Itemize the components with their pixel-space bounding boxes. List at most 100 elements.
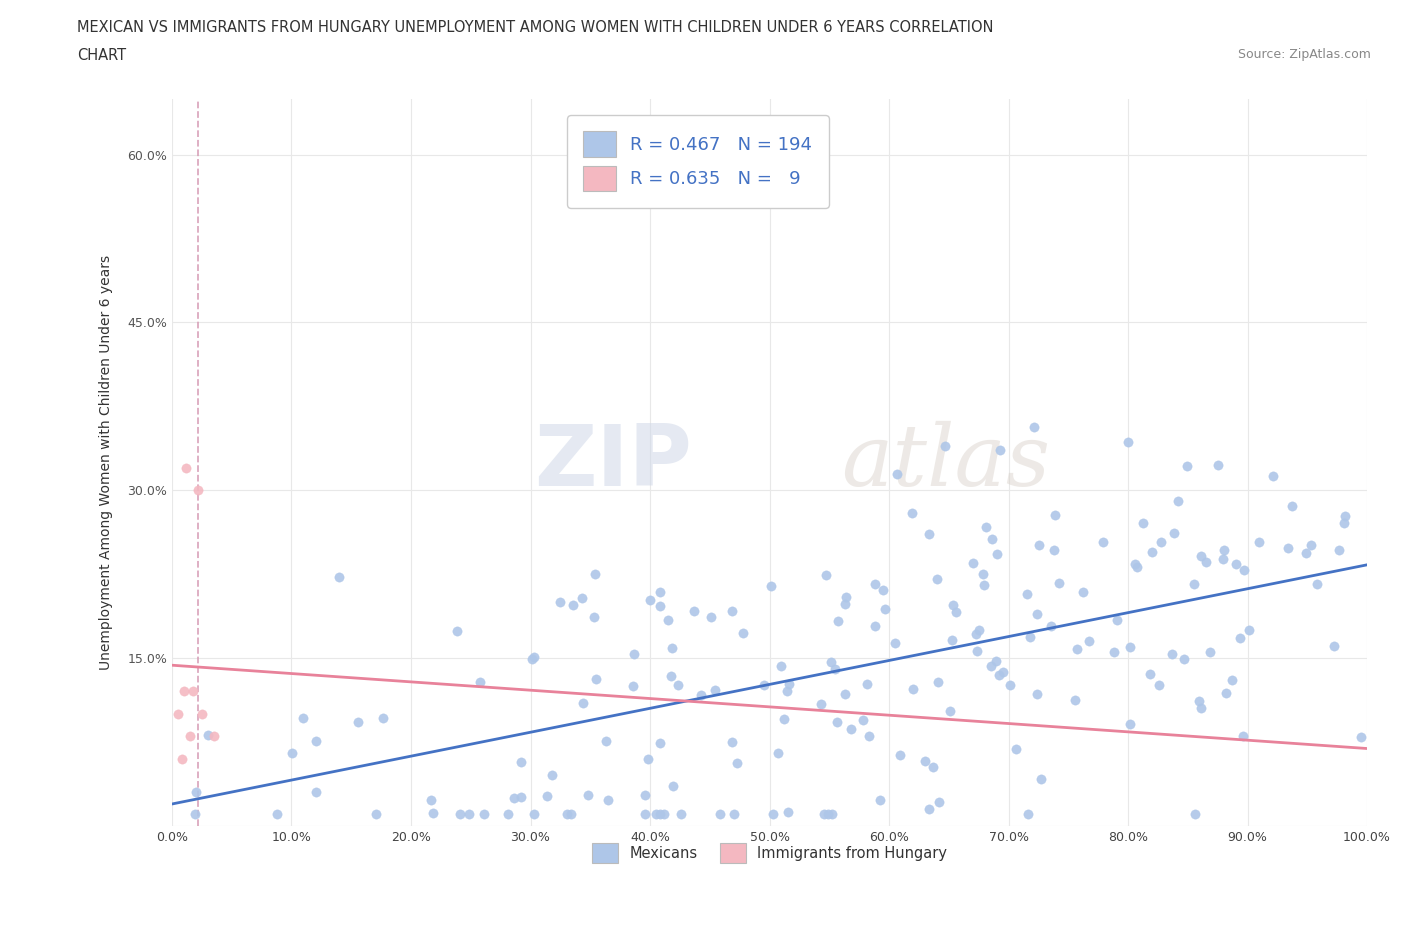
Point bbox=[522, 651, 544, 666]
Point bbox=[305, 733, 328, 748]
Point bbox=[1126, 560, 1149, 575]
Point bbox=[176, 460, 198, 475]
Point bbox=[1182, 577, 1205, 591]
Point bbox=[458, 807, 481, 822]
Point bbox=[1199, 644, 1222, 659]
Point bbox=[657, 613, 679, 628]
Point bbox=[472, 807, 495, 822]
Point bbox=[1092, 535, 1115, 550]
Point bbox=[1047, 576, 1070, 591]
Point bbox=[762, 807, 785, 822]
Point bbox=[167, 707, 190, 722]
Point bbox=[328, 570, 350, 585]
Point bbox=[973, 578, 995, 592]
Point bbox=[659, 668, 682, 683]
Point bbox=[170, 751, 193, 766]
Point bbox=[648, 599, 671, 614]
Point bbox=[1281, 498, 1303, 513]
Point bbox=[179, 729, 201, 744]
Point bbox=[1018, 630, 1040, 644]
Point bbox=[184, 784, 207, 799]
Point bbox=[1105, 612, 1128, 627]
Point bbox=[634, 807, 657, 822]
Point bbox=[863, 577, 886, 591]
Point bbox=[998, 678, 1021, 693]
Text: atlas: atlas bbox=[841, 421, 1050, 503]
Point bbox=[555, 807, 578, 822]
Point bbox=[1225, 557, 1247, 572]
Point bbox=[1064, 693, 1087, 708]
Point bbox=[810, 697, 832, 711]
Point bbox=[671, 807, 693, 822]
Text: ZIP: ZIP bbox=[534, 420, 692, 504]
Point bbox=[938, 703, 960, 718]
Point bbox=[449, 807, 471, 822]
Point bbox=[536, 789, 558, 804]
Point bbox=[202, 729, 225, 744]
Point bbox=[510, 790, 533, 804]
Point bbox=[1039, 618, 1062, 633]
Point bbox=[634, 788, 657, 803]
Text: CHART: CHART bbox=[77, 48, 127, 63]
Point bbox=[776, 684, 799, 698]
Point bbox=[1017, 807, 1039, 822]
Point bbox=[621, 678, 644, 693]
Point bbox=[770, 659, 793, 674]
Point bbox=[820, 807, 842, 822]
Point bbox=[1173, 651, 1195, 666]
Y-axis label: Unemployment Among Women with Children Under 6 years: Unemployment Among Women with Children U… bbox=[100, 255, 114, 670]
Point bbox=[1295, 546, 1317, 561]
Point bbox=[1163, 526, 1185, 541]
Point bbox=[824, 661, 846, 676]
Point bbox=[981, 532, 1004, 547]
Point bbox=[889, 748, 911, 763]
Point bbox=[709, 807, 731, 822]
Point bbox=[364, 807, 387, 822]
Point bbox=[1194, 555, 1216, 570]
Point bbox=[498, 807, 520, 822]
Legend: Mexicans, Immigrants from Hungary: Mexicans, Immigrants from Hungary bbox=[586, 837, 953, 870]
Point bbox=[648, 807, 671, 822]
Point bbox=[987, 668, 1010, 683]
Point bbox=[1029, 772, 1052, 787]
Point bbox=[720, 604, 742, 618]
Point bbox=[927, 572, 949, 587]
Point bbox=[548, 595, 571, 610]
Point bbox=[967, 623, 990, 638]
Point bbox=[922, 760, 945, 775]
Point bbox=[986, 547, 1008, 562]
Point bbox=[1026, 606, 1049, 621]
Point bbox=[1028, 538, 1050, 552]
Point bbox=[720, 735, 742, 750]
Point bbox=[928, 794, 950, 809]
Point bbox=[1189, 548, 1212, 563]
Point bbox=[918, 802, 941, 817]
Point bbox=[1212, 552, 1234, 567]
Point bbox=[813, 807, 835, 822]
Point bbox=[1066, 641, 1088, 656]
Point bbox=[835, 590, 858, 604]
Point bbox=[1175, 458, 1198, 473]
Point bbox=[446, 624, 468, 639]
Point bbox=[652, 807, 675, 822]
Point bbox=[869, 792, 891, 807]
Point bbox=[1123, 556, 1146, 571]
Point bbox=[637, 751, 659, 766]
Point bbox=[304, 785, 326, 800]
Point bbox=[980, 658, 1002, 673]
Point bbox=[703, 683, 725, 698]
Point bbox=[1189, 700, 1212, 715]
Point bbox=[858, 728, 880, 743]
Point bbox=[1043, 542, 1066, 557]
Point bbox=[839, 722, 862, 737]
Point bbox=[1102, 644, 1125, 659]
Point bbox=[834, 596, 856, 611]
Point bbox=[266, 807, 288, 822]
Point bbox=[650, 736, 672, 751]
Point bbox=[595, 733, 617, 748]
Point bbox=[863, 619, 886, 634]
Point bbox=[1022, 419, 1045, 434]
Point bbox=[638, 592, 661, 607]
Point bbox=[700, 610, 723, 625]
Point bbox=[1147, 678, 1170, 693]
